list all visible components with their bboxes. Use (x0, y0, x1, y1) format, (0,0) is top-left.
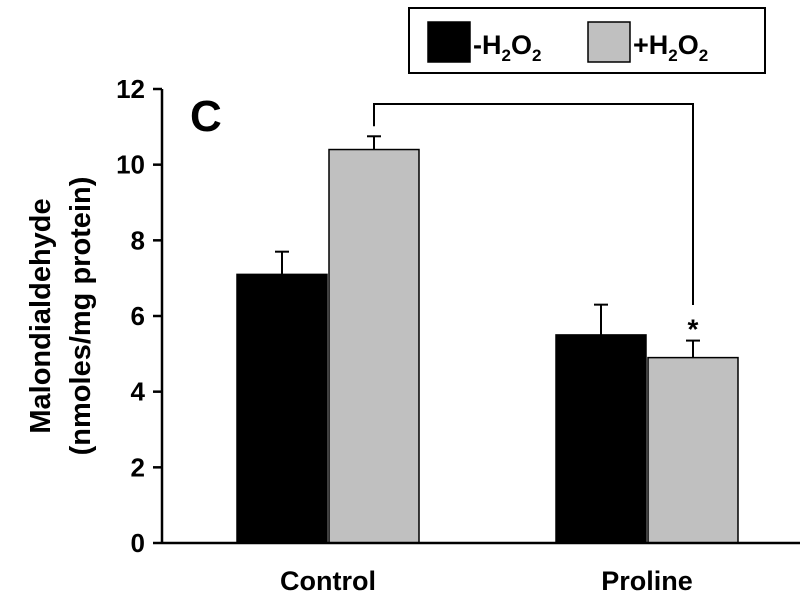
legend-swatch-minus-h2o2 (427, 21, 471, 63)
y-tick-label: 0 (131, 528, 145, 558)
y-ticks-group: 0 2 4 6 8 10 12 (116, 74, 162, 558)
panel-letter: C (190, 92, 222, 141)
y-tick-label: 4 (131, 377, 146, 407)
x-category-label: Control (280, 566, 376, 596)
y-tick-label: 6 (131, 301, 145, 331)
legend-item-plus-h2o2: +H2O2 (587, 21, 708, 65)
legend-label-minus-h2o2: -H2O2 (473, 30, 541, 65)
y-axis-title-line1: Malondialdehyde (25, 198, 57, 433)
significance-bracket-line (373, 103, 694, 305)
x-category-label: Proline (601, 566, 693, 596)
bars-group (236, 148, 739, 544)
y-tick-label: 8 (131, 225, 145, 255)
error-bars-group (275, 135, 700, 358)
y-tick-label: 10 (116, 150, 145, 180)
legend-swatch-plus-h2o2 (587, 21, 631, 63)
significance-bracket: * (373, 103, 699, 345)
category-labels-group: Control Proline (280, 566, 693, 596)
bar-control-minus-h2o2 (236, 273, 328, 544)
bar-proline-minus-h2o2 (555, 334, 647, 544)
legend-label-plus-h2o2: +H2O2 (633, 30, 708, 65)
bar-proline-plus-h2o2 (647, 356, 739, 544)
bar-control-plus-h2o2 (328, 148, 420, 544)
y-axis-title-line2: (nmoles/mg protein) (65, 177, 97, 456)
legend-item-minus-h2o2: -H2O2 (427, 21, 541, 65)
significance-star: * (688, 314, 699, 345)
y-tick-label: 2 (131, 452, 145, 482)
legend: -H2O2 +H2O2 (408, 7, 766, 74)
y-tick-label: 12 (116, 74, 145, 104)
